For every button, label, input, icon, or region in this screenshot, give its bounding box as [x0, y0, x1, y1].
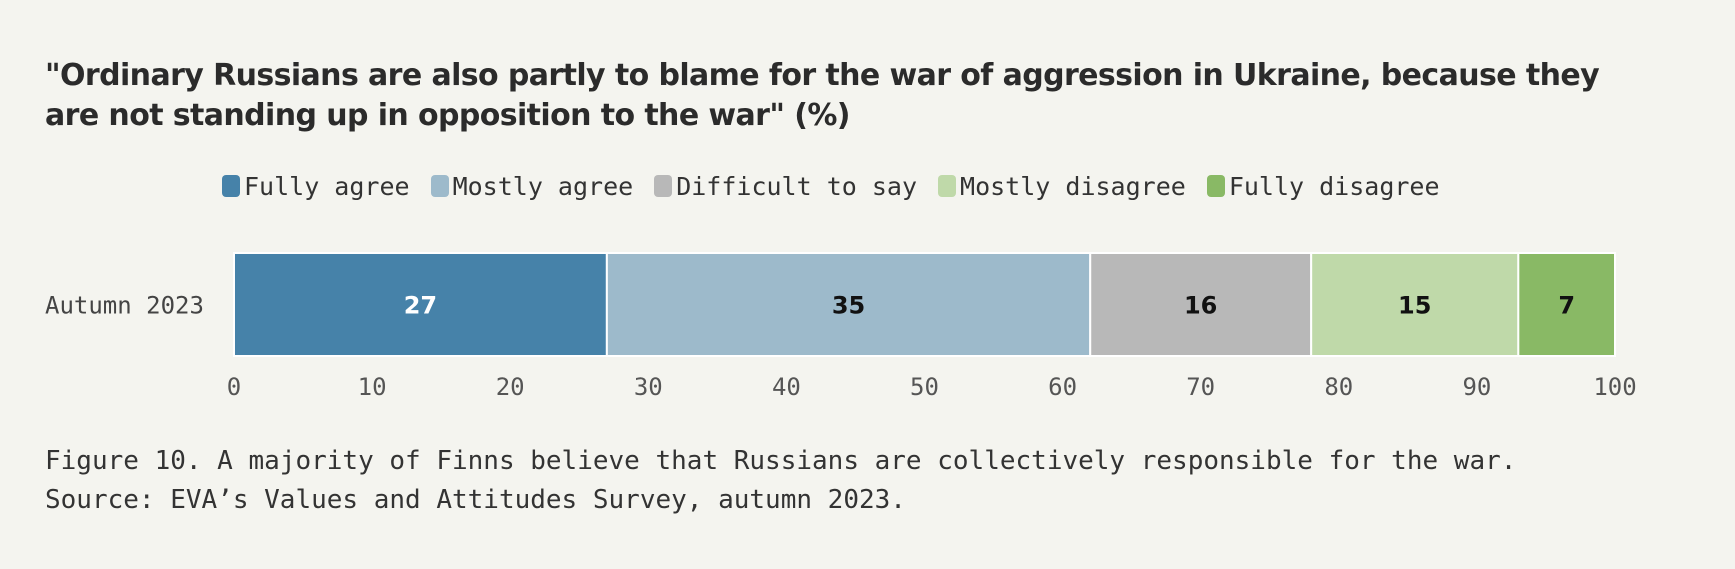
caption-source: Source: EVA’s Values and Attitudes Surve… [45, 485, 906, 515]
data-label: 35 [832, 292, 865, 320]
data-label: 16 [1184, 292, 1217, 320]
x-tick-label: 80 [1324, 373, 1353, 401]
legend-swatch [938, 175, 957, 197]
legend-swatch [654, 175, 673, 197]
x-tick-label: 90 [1462, 373, 1491, 401]
legend-item: Fully disagree [1206, 171, 1440, 201]
caption-line: Figure 10. A majority of Finns believe t… [45, 446, 1517, 476]
x-tick-label: 60 [1048, 373, 1077, 401]
data-label: 27 [404, 292, 437, 320]
data-label: 7 [1558, 292, 1575, 320]
legend-label: Mostly disagree [960, 171, 1186, 201]
chart-plot: Autumn 2023 27 35 16 15 70 10 20 30 40 50 60 70 80 90 1… [45, 252, 1637, 401]
bar-segment [1517, 252, 1616, 357]
legend-label: Fully agree [244, 171, 410, 201]
bar-segment [605, 252, 1092, 357]
bar-segment [1089, 252, 1313, 357]
x-tick-label: 10 [358, 373, 387, 401]
legend-swatch [1206, 175, 1225, 197]
legend-item: Mostly agree [430, 171, 634, 201]
x-tick-label: 70 [1186, 373, 1215, 401]
legend-label: Mostly agree [452, 171, 634, 201]
legend-item: Difficult to say [654, 172, 917, 201]
figure-caption: Figure 10. A majority of Finns believe t… [45, 442, 1725, 520]
legend-item: Mostly disagree [938, 172, 1186, 201]
x-tick-label: 20 [496, 373, 525, 401]
x-tick-label: 30 [634, 373, 663, 401]
legend-swatch [222, 175, 240, 197]
legend-label: Difficult to say [676, 171, 918, 201]
x-tick-label: 50 [910, 373, 939, 401]
legend-label: Fully disagree [1228, 171, 1440, 201]
legend: Fully agree Mostly agree Difficult to say M… [222, 170, 1461, 202]
category-label: Autumn 2023 [45, 292, 204, 320]
legend-item: Fully agree [222, 172, 410, 201]
legend-swatch [430, 175, 449, 197]
x-tick-label: 100 [1593, 373, 1636, 401]
chart-title: "Ordinary Russians are also partly to bl… [45, 58, 1600, 133]
x-tick-label: 0 [227, 373, 241, 401]
data-label: 15 [1398, 292, 1431, 320]
x-tick-label: 40 [772, 373, 801, 401]
bar-segment [233, 252, 608, 357]
